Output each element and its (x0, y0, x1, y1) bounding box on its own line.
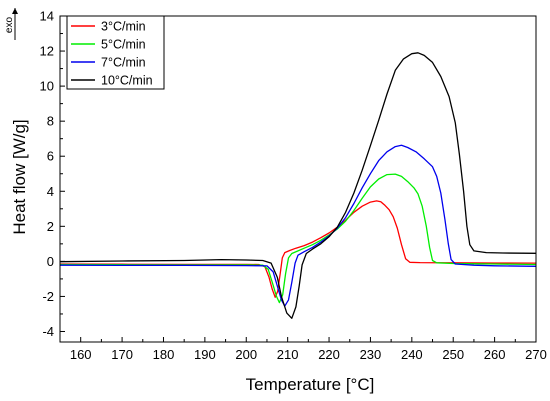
y-tick-label--4: -4 (42, 324, 54, 339)
y-tick-label-8: 8 (47, 114, 54, 129)
y-tick-label--2: -2 (42, 289, 54, 304)
y-tick-label-10: 10 (40, 79, 54, 94)
legend: 3°C/min 5°C/min 7°C/min 10°C/min (66, 15, 165, 90)
x-tick-label-230: 230 (360, 347, 382, 362)
series-line-4 (59, 52, 537, 319)
x-tick-label-260: 260 (484, 347, 506, 362)
y-tick-label-4: 4 (47, 184, 54, 199)
tick-layer: 160 170 180 190 200 210 220 230 240 250 260 270-4-2… (40, 9, 547, 363)
x-tick-label-160: 160 (70, 347, 92, 362)
plot-frame (59, 15, 537, 343)
axes-layer (59, 15, 537, 343)
x-tick-label-180: 180 (153, 347, 175, 362)
exo-arrow-head (12, 8, 18, 14)
legend-label-1: 3°C/min (101, 20, 146, 34)
x-tick-label-270: 270 (525, 347, 547, 362)
series-line-2 (59, 173, 537, 304)
x-tick-label-250: 250 (442, 347, 464, 362)
x-axis-title: Temperature [°C] (246, 375, 375, 394)
y-tick-label-6: 6 (47, 149, 54, 164)
x-tick-label-170: 170 (111, 347, 133, 362)
x-tick-label-220: 220 (318, 347, 340, 362)
x-tick-label-200: 200 (235, 347, 257, 362)
x-tick-label-240: 240 (401, 347, 423, 362)
legend-box (66, 15, 165, 90)
y-tick-label-14: 14 (40, 9, 54, 24)
exo-indicator: exo (4, 8, 18, 40)
y-tick-label-12: 12 (40, 44, 54, 59)
y-tick-label-2: 2 (47, 219, 54, 234)
exo-label: exo (4, 17, 15, 34)
legend-label-2: 5°C/min (101, 38, 146, 52)
y-tick-label-0: 0 (47, 254, 54, 269)
series-line-3 (59, 144, 537, 307)
y-axis-title: Heat flow [W/g] (10, 119, 29, 234)
x-tick-label-210: 210 (277, 347, 299, 362)
series-line-1 (59, 200, 537, 298)
x-tick-label-190: 190 (194, 347, 216, 362)
legend-label-4: 10°C/min (101, 74, 153, 88)
legend-label-3: 7°C/min (101, 56, 146, 70)
series-layer (59, 52, 537, 319)
